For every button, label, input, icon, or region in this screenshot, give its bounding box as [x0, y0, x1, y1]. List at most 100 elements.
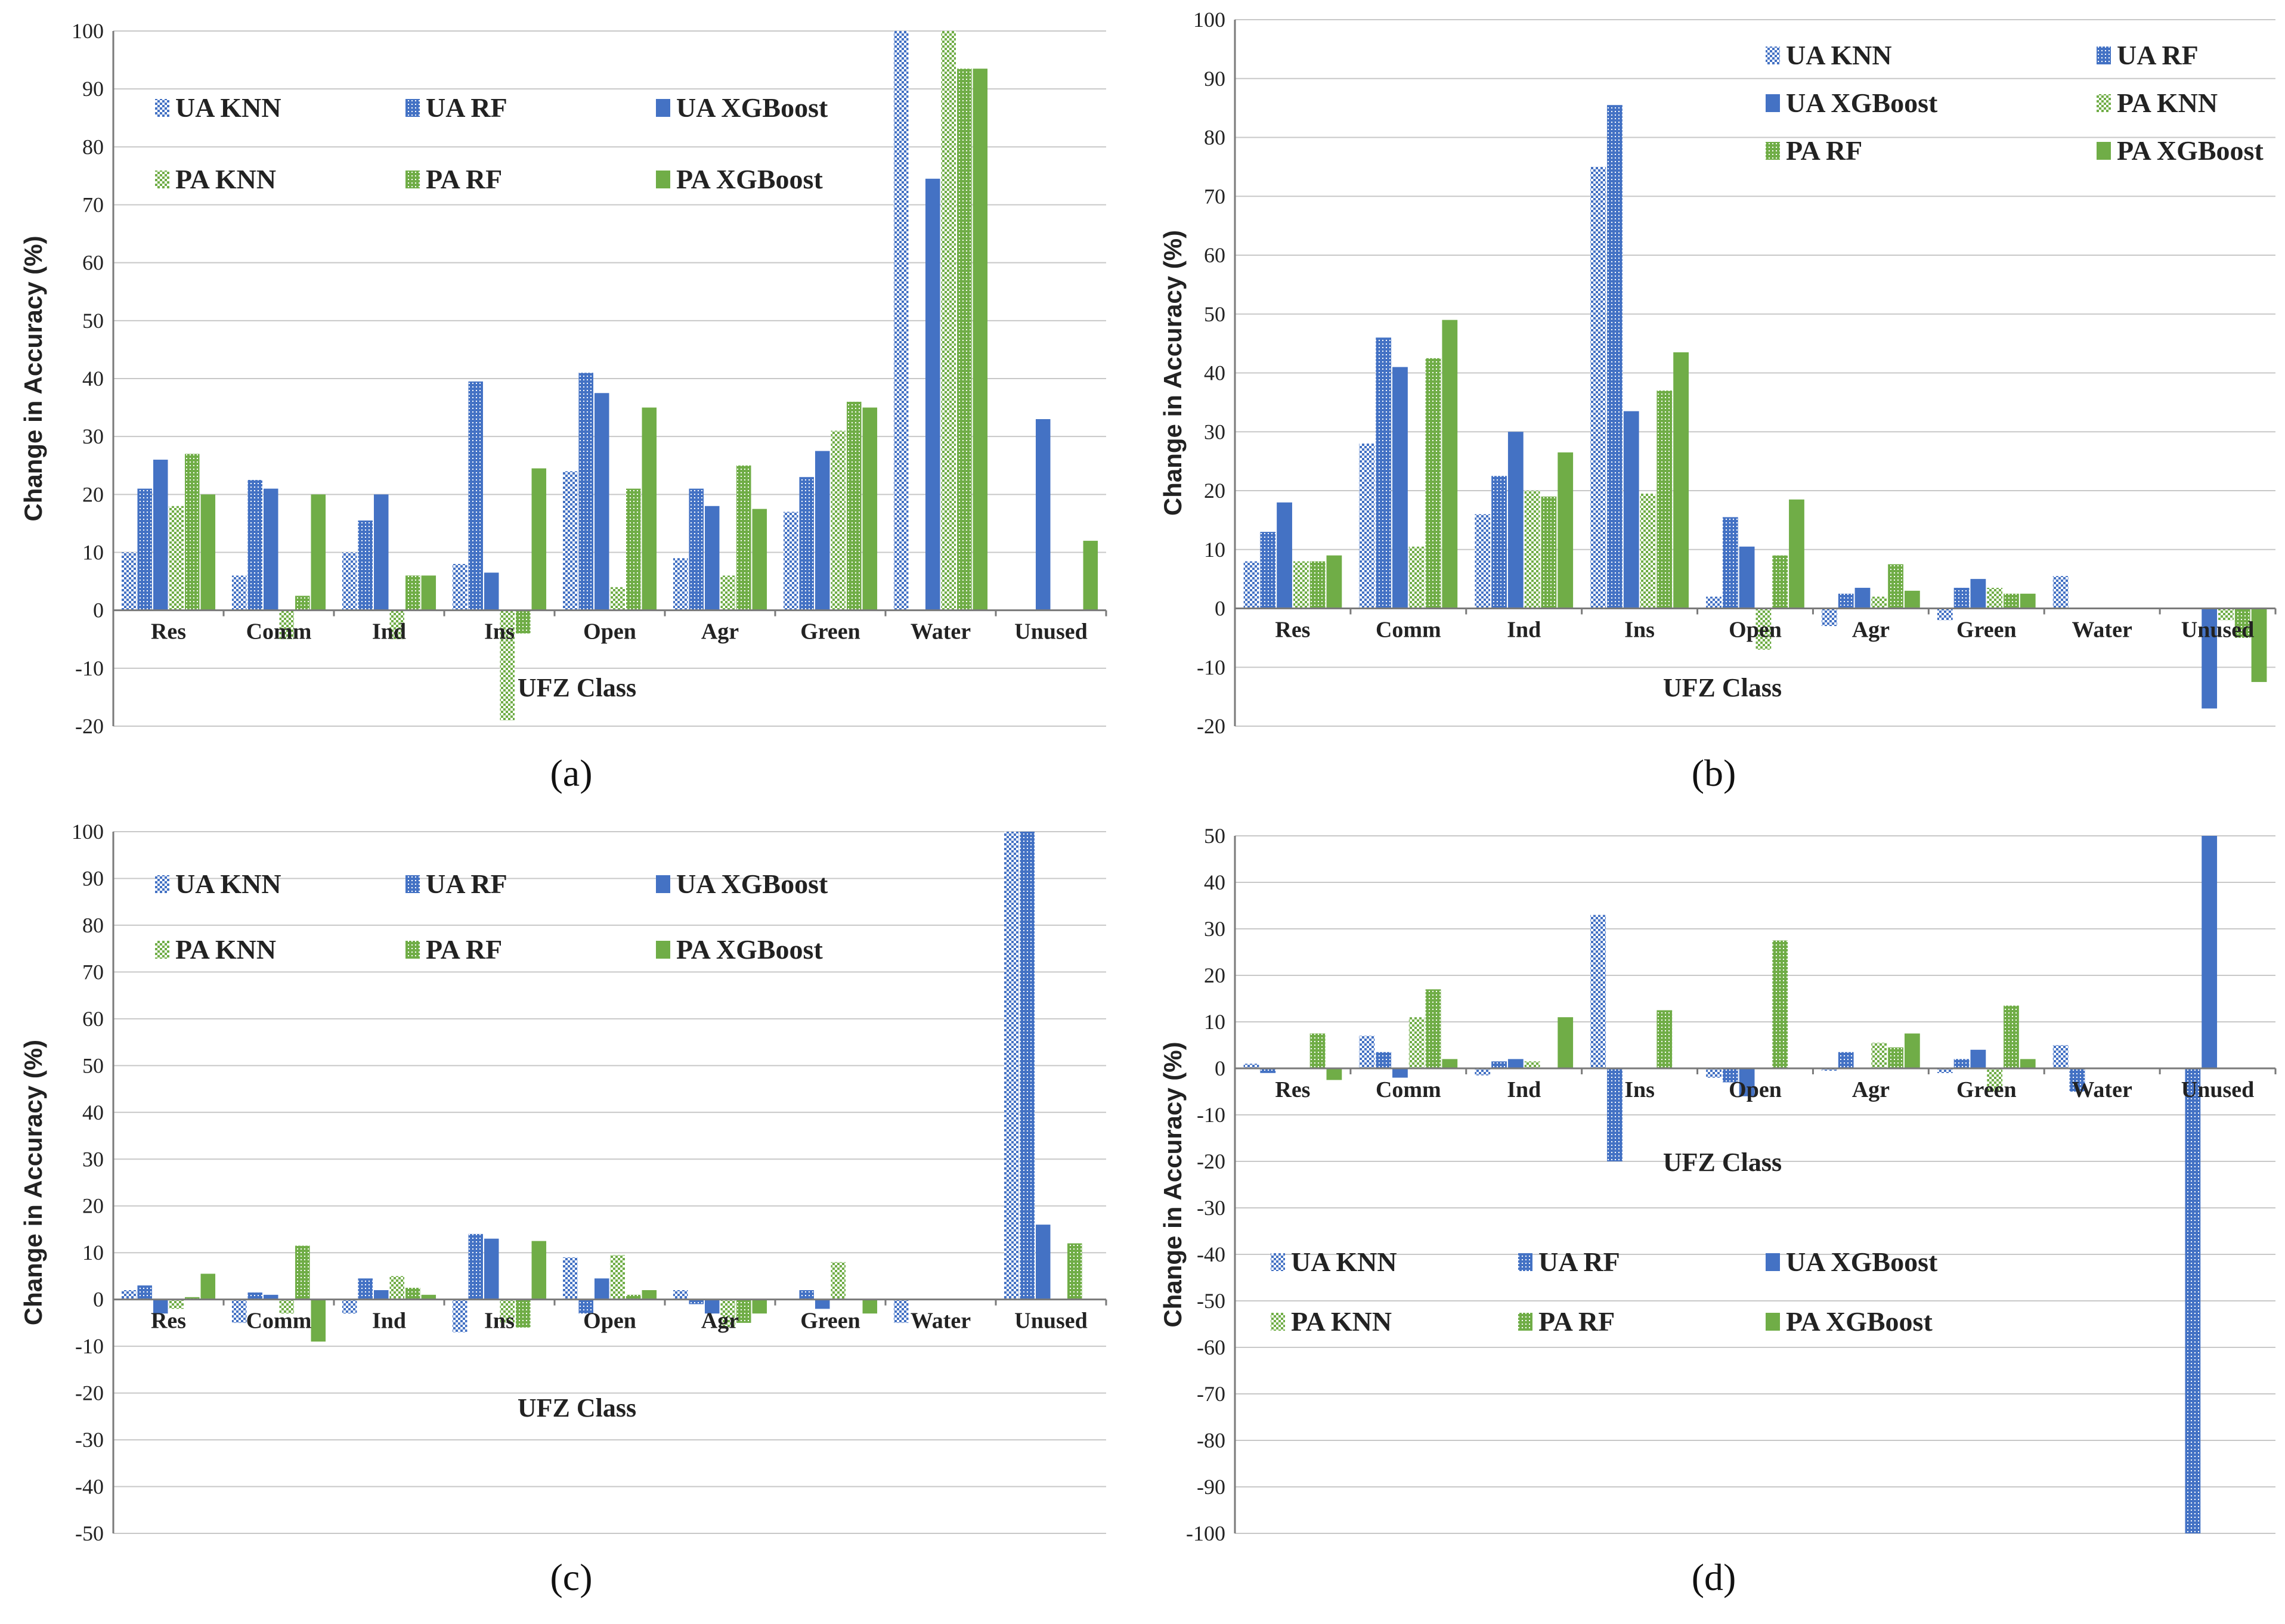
bar-pa-knn-open — [610, 1255, 626, 1300]
bar-pa-xgboost-open — [642, 1290, 657, 1300]
bar-pa-xgboost-ins — [1673, 352, 1689, 609]
bar-pa-knn-ind — [389, 1276, 405, 1300]
y-tick-label: 30 — [1204, 917, 1225, 941]
bar-pa-xgboost-ins — [531, 1241, 547, 1300]
bar-ua-xgboost-ind — [373, 494, 389, 610]
bar-ua-xgboost-comm — [263, 1294, 278, 1300]
bar-pa-rf-open — [1772, 940, 1788, 1068]
bar-pa-knn-comm — [279, 1299, 295, 1314]
legend-swatch — [1271, 1313, 1285, 1331]
bar-pa-knn-ins — [500, 1299, 515, 1323]
bar-ua-rf-ins — [1607, 105, 1623, 609]
y-axis-title: Change in Accuracy (%) — [1159, 1042, 1187, 1327]
bar-pa-rf-ins — [516, 610, 531, 634]
chart-d-svg: -100-90-80-70-60-50-40-30-20-10010203040… — [1159, 824, 2277, 1598]
x-tick-label: Water — [911, 619, 971, 644]
x-tick-label: Open — [583, 1309, 636, 1334]
bar-pa-rf-ins — [1657, 390, 1673, 609]
x-tick-label: Unused — [2181, 618, 2255, 643]
gridlines — [113, 831, 1106, 1534]
y-tick-label: 20 — [82, 1194, 104, 1218]
bar-ua-knn-comm — [1359, 444, 1375, 609]
bar-ua-xgboost-open — [594, 1278, 609, 1300]
bar-pa-rf-open — [626, 488, 641, 610]
bar-ua-rf-ind — [1491, 476, 1507, 609]
y-tick-label: 60 — [82, 1007, 104, 1031]
bar-ua-knn-ind — [342, 552, 357, 610]
bar-pa-knn-res — [169, 506, 184, 610]
bar-pa-rf-water — [957, 69, 972, 610]
y-tick-label: 50 — [1204, 302, 1225, 326]
legend-label: PA XGBoost — [676, 934, 823, 965]
y-tick-label: 20 — [1204, 479, 1225, 503]
y-axis-title: Change in Accuracy (%) — [19, 235, 47, 521]
bar-pa-xgboost-ind — [421, 1294, 436, 1300]
legend-swatch — [1271, 1253, 1285, 1271]
bar-ua-knn-res — [1243, 561, 1259, 609]
bar-pa-knn-agr — [1871, 596, 1887, 609]
y-tick-label: -100 — [1186, 1521, 1225, 1545]
x-tick-label: Unused — [1014, 619, 1088, 644]
bar-pa-knn-comm — [279, 610, 295, 640]
x-axis-title: UFZ Class — [518, 673, 636, 702]
bar-ua-xgboost-unused — [2202, 608, 2218, 709]
bar-pa-knn-water — [941, 31, 956, 610]
bar-pa-knn-green — [831, 430, 846, 610]
bar-ua-rf-open — [578, 373, 593, 610]
bar-ua-rf-comm — [1376, 337, 1392, 609]
legend-label: PA RF — [1538, 1306, 1615, 1337]
legend-swatch — [155, 941, 169, 959]
y-tick-label: -70 — [1197, 1382, 1225, 1406]
bar-pa-rf-res — [185, 1297, 200, 1300]
legend-swatch — [2097, 94, 2111, 112]
bar-pa-rf-green — [2004, 1005, 2019, 1068]
bar-ua-rf-res — [137, 1285, 152, 1300]
legend-swatch — [656, 875, 670, 893]
bar-pa-rf-comm — [295, 596, 310, 610]
legend-label: UA KNN — [175, 92, 281, 123]
bar-ua-rf-open — [1722, 517, 1738, 609]
bar-pa-knn-green — [831, 1262, 846, 1300]
bar-ua-rf-green — [799, 1290, 814, 1300]
bar-pa-knn-open — [610, 587, 626, 610]
legend-label: UA RF — [2117, 40, 2199, 70]
bar-pa-rf-ind — [1541, 496, 1557, 609]
bar-pa-knn-comm — [1408, 1017, 1425, 1068]
x-tick-label: Open — [1729, 1077, 1782, 1102]
legend-label: UA XGBoost — [1786, 88, 1938, 118]
bar-pa-knn-open — [1755, 608, 1772, 650]
bar-pa-rf-agr — [1888, 564, 1903, 609]
bar-ua-knn-water — [2052, 576, 2069, 609]
bar-pa-xgboost-comm — [1442, 1059, 1458, 1068]
legend-swatch — [405, 171, 420, 188]
x-tick-label: Agr — [701, 1309, 739, 1334]
bar-ua-knn-unused — [1004, 832, 1019, 1300]
bar-ua-xgboost-agr — [1854, 587, 1871, 609]
chart-c-svg: -50 -40 -30 -20 -10 0 10 20 30 40 50 60 70 80 90 100 Res… — [19, 820, 1107, 1598]
bar-pa-xgboost-res — [200, 494, 216, 610]
bar-pa-knn-res — [1293, 561, 1309, 609]
x-tick-label: Water — [911, 1309, 971, 1334]
x-tick-label: Green — [800, 1309, 860, 1334]
x-tick-label: Ins — [1624, 618, 1655, 643]
y-tick-label: -40 — [1197, 1242, 1225, 1266]
legend-swatch — [1518, 1253, 1532, 1271]
bar-pa-knn-ins — [500, 610, 515, 721]
bar-ua-knn-ins — [452, 1299, 467, 1332]
gridlines — [1235, 835, 2275, 1534]
legend-label: UA XGBoost — [676, 92, 828, 123]
bar-ua-knn-open — [562, 471, 578, 610]
legend-label: PA XGBoost — [2117, 135, 2264, 166]
bar-pa-knn-ind — [389, 610, 405, 640]
legend-swatch — [155, 99, 169, 117]
bars — [121, 31, 1098, 721]
bar-ua-xgboost-res — [1277, 502, 1292, 609]
legend-label: PA RF — [1786, 135, 1862, 166]
y-tick-label: -20 — [75, 1381, 104, 1405]
y-tick-label: 70 — [82, 193, 104, 217]
bar-ua-rf-comm — [247, 480, 262, 610]
y-tick-label: 10 — [82, 1241, 104, 1265]
bar-pa-knn-agr — [720, 1299, 736, 1328]
bar-ua-knn-open — [1706, 596, 1722, 609]
bar-pa-rf-agr — [736, 1299, 751, 1323]
